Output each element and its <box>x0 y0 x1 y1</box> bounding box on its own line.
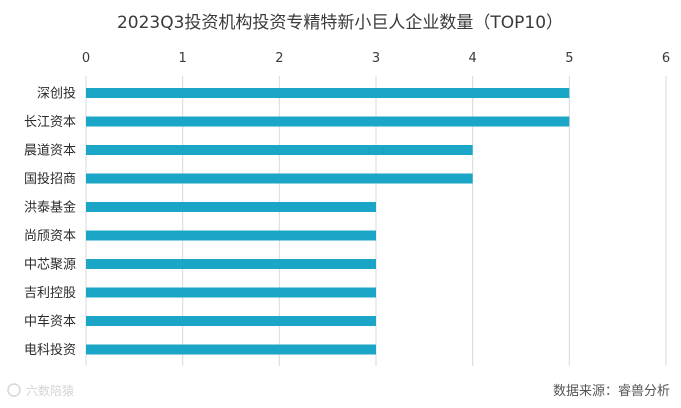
watermark: 六数陪猿 <box>7 383 74 398</box>
x-tick-label: 5 <box>565 51 573 66</box>
category-label: 深创投 <box>37 86 76 102</box>
category-label: 电科投资 <box>24 342 76 358</box>
category-label: 洪泰基金 <box>24 200 76 216</box>
bar <box>86 202 376 212</box>
watermark-text: 六数陪猿 <box>26 383 74 398</box>
category-label: 吉利控股 <box>24 286 76 301</box>
category-label: 长江资本 <box>24 115 76 130</box>
bar <box>86 230 376 241</box>
watermark-logo-icon <box>7 383 21 397</box>
x-tick-label: 1 <box>179 51 187 66</box>
category-label: 中车资本 <box>24 314 76 330</box>
x-tick-label: 3 <box>372 51 380 66</box>
category-label: 国投招商 <box>24 171 76 187</box>
category-label: 中芯聚源 <box>24 258 76 273</box>
category-label: 尚颀资本 <box>24 229 76 244</box>
bar-series <box>86 88 570 355</box>
chart-title: 2023Q3投资机构投资专精特新小巨人企业数量（TOP10） <box>117 13 563 33</box>
bar <box>86 145 473 155</box>
bar <box>86 259 376 269</box>
x-tick-label: 2 <box>275 51 283 66</box>
x-tick-label: 6 <box>662 51 670 66</box>
bar <box>86 344 376 355</box>
x-tick-label: 0 <box>82 51 90 66</box>
bar <box>86 316 376 326</box>
data-source-note: 数据来源：睿兽分析 <box>553 384 670 399</box>
bar <box>86 173 473 184</box>
bar <box>86 116 570 127</box>
bar <box>86 88 570 98</box>
category-label: 晨道资本 <box>24 144 76 159</box>
bar <box>86 287 376 298</box>
x-tick-label: 4 <box>469 51 477 66</box>
x-axis-ticks: 0 1 2 3 4 5 6 <box>82 51 670 66</box>
